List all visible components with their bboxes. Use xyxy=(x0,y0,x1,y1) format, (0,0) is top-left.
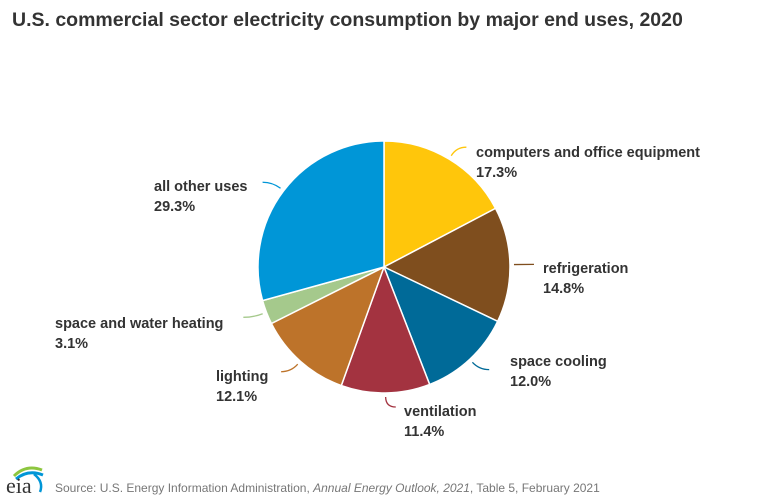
leader-line xyxy=(243,314,262,318)
svg-text:eia: eia xyxy=(6,473,32,496)
leader-line xyxy=(451,147,466,156)
leader-line xyxy=(386,397,396,407)
leader-line xyxy=(263,182,281,188)
source-note: Source: U.S. Energy Information Administ… xyxy=(55,481,600,495)
eia-logo: eia xyxy=(4,462,46,501)
leader-line xyxy=(472,362,489,369)
leader-line xyxy=(281,364,298,371)
